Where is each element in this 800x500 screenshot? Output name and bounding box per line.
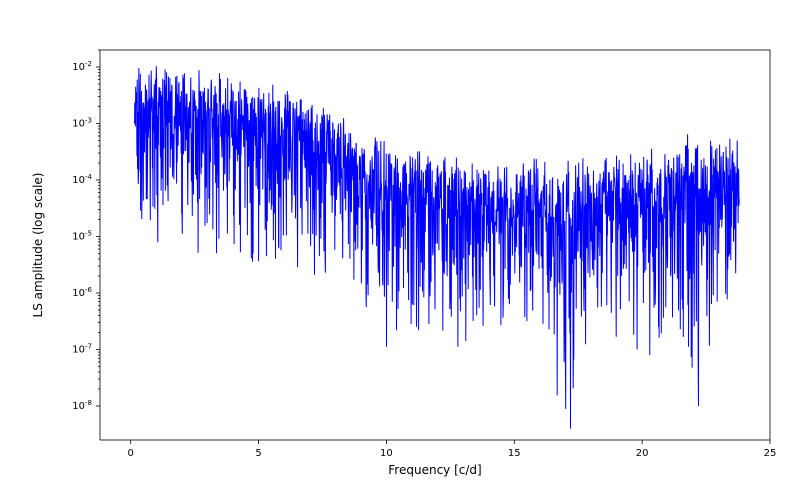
xtick-label: 10 [380,448,393,459]
y-axis-label: LS amplitude (log scale) [31,173,45,318]
xtick-label: 5 [255,448,261,459]
chart-svg: 0 5 10 15 20 25 Frequency [c/d] 10-8 10-7 10-6 10-… [0,0,800,500]
ytick-label: 10-7 [72,342,92,355]
ytick-label: 10-6 [72,286,92,299]
xtick-label: 20 [636,448,649,459]
ytick-label: 10-3 [72,117,92,130]
ytick-label: 10-2 [72,60,92,73]
x-axis-label: Frequency [c/d] [388,463,481,477]
xtick-label: 0 [127,448,133,459]
periodogram-chart: 0 5 10 15 20 25 Frequency [c/d] 10-8 10-7 10-6 10-… [0,0,800,500]
ytick-label: 10-8 [72,399,92,412]
ytick-label: 10-5 [72,229,92,242]
periodogram-series [135,66,740,428]
xtick-label: 15 [508,448,521,459]
xtick-label: 25 [764,448,777,459]
ytick-label: 10-4 [72,173,92,186]
